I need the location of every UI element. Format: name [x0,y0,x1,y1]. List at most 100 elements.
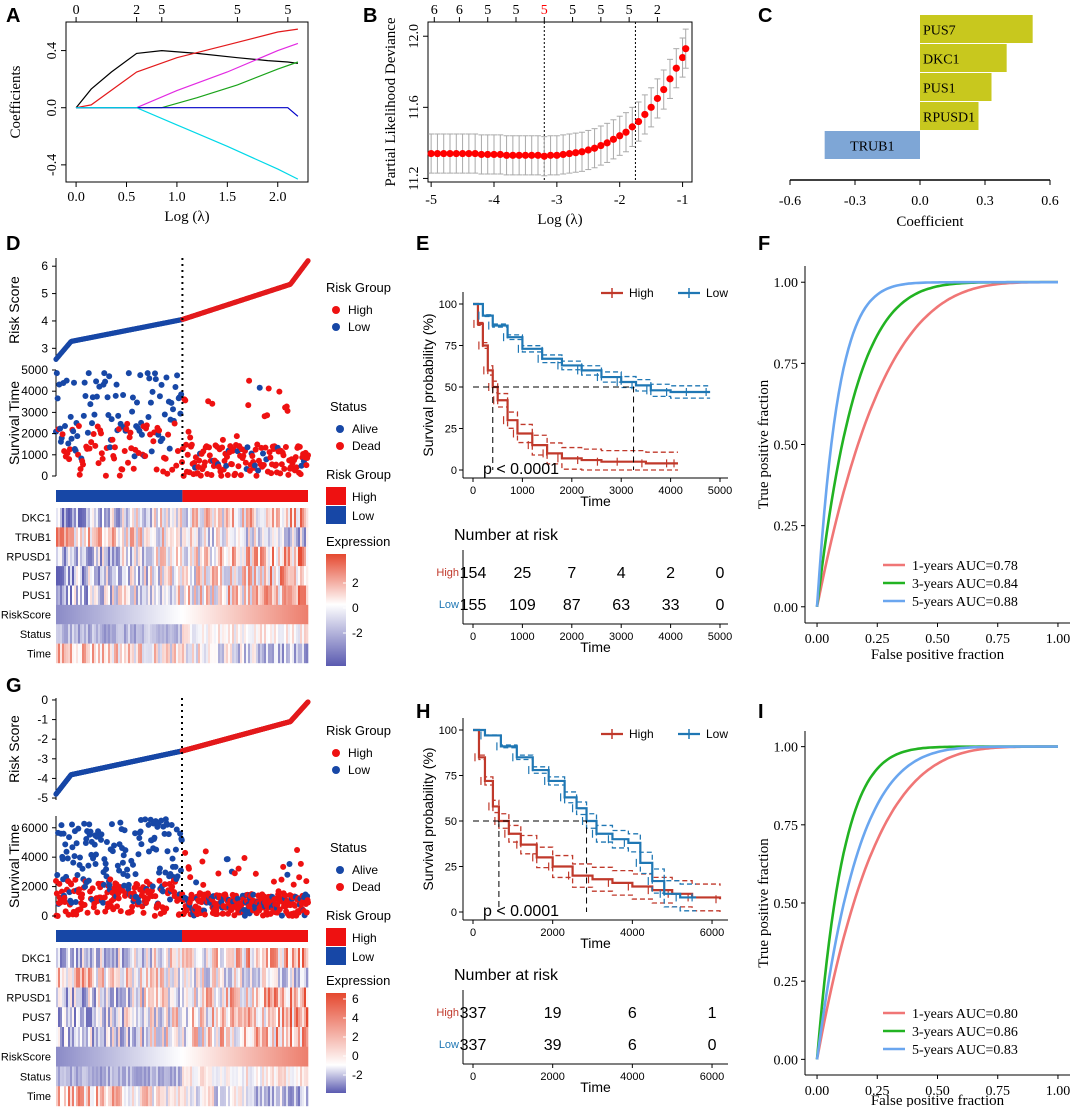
y-axis-label: Partial Likelihood Deviance [383,17,399,186]
heatmap-cell [136,1086,139,1107]
heatmap-cell [134,987,137,1008]
heatmap-cell [276,987,279,1008]
dead-point [86,445,93,452]
heatmap-cell [130,527,133,547]
heatmap-cell [76,643,79,664]
heatmap-cell [82,604,85,625]
heatmap-cell [258,1086,261,1107]
dead-point [292,454,299,461]
heatmap-cell [82,1046,85,1067]
heatmap-cell [164,1066,167,1087]
heatmap-cell [296,967,299,988]
heatmap-cell [302,624,305,644]
heatmap-cell [194,585,197,606]
bar-label: PUS1 [923,82,956,97]
heatmap-cell [174,604,177,625]
heatmap-cell [96,604,99,625]
heatmap-cell [302,1046,305,1067]
alive-point [84,429,91,436]
heatmap-cell [86,1086,89,1107]
heatmap-cell [100,1066,103,1087]
heatmap-cell [134,1046,137,1067]
heatmap-cell [130,585,133,606]
heatmap-cell [306,604,309,625]
heatmap-cell [190,604,193,625]
heatmap-cell [244,604,247,625]
heatmap-cell [170,987,173,1008]
heatmap-cell [148,546,151,567]
heatmap-cell [78,508,81,528]
heatmap-cell [120,624,123,644]
heatmap-cell [302,1086,305,1107]
alive-point [70,428,77,435]
heatmap-cell [158,967,161,988]
heatmap-cell [136,585,139,606]
heatmap-cell [212,585,215,606]
heatmap-cell [258,967,261,988]
heatmap-cell [66,948,69,968]
alive-point [65,440,72,447]
heatmap-cell [174,546,177,567]
heatmap-cell [144,1007,147,1028]
heatmap-cell [302,1027,305,1047]
heatmap-cell [88,643,91,664]
heatmap-cell [304,527,307,547]
heatmap-cell [146,566,149,586]
heatmap-cell [142,508,145,528]
heatmap-cell [254,967,257,988]
alive-point [73,840,80,847]
heatmap-cell [158,508,161,528]
heatmap-cell [260,624,263,644]
heatmap-cell [244,1007,247,1028]
heatmap-cell [306,508,309,528]
alive-point [68,435,75,442]
heatmap-cell [222,1086,225,1107]
heatmap-cell [82,987,85,1008]
heatmap-cell [262,967,265,988]
heatmap-cell [116,967,119,988]
heatmap-cell [210,948,213,968]
heatmap-cell [64,643,67,664]
heatmap-cell [118,546,121,567]
heatmap-cell [300,1066,303,1087]
heatmap-cell [144,967,147,988]
heatmap-cell [242,1007,245,1028]
heatmap-cell [114,987,117,1008]
heatmap-cell [204,1046,207,1067]
heatmap-cell [226,1086,229,1107]
heatmap-cell [80,508,83,528]
heatmap-cell [260,1086,263,1107]
heatmap-cell [196,948,199,968]
heatmap-cell [298,624,301,644]
heatmap-cell [74,1066,77,1087]
heatmap-cell [102,1007,105,1028]
heatmap-cell [270,1027,273,1047]
heatmap-cell [286,604,289,625]
heatmap-cell [222,967,225,988]
heatmap-cell [138,643,141,664]
heatmap-cell [262,546,265,567]
x-tick-label: -5 [425,193,437,208]
heatmap-cell [294,624,297,644]
heatmap-cell [224,1046,227,1067]
heatmap-cell [278,585,281,606]
heatmap-cell [252,643,255,664]
heatmap-cell [68,1007,71,1028]
heatmap-cell [142,643,145,664]
alive-point [54,872,61,879]
legend-label: Low [352,509,374,523]
heatmap-cell [238,585,241,606]
heatmap-cell [98,1007,101,1028]
heatmap-cell [190,585,193,606]
heatmap-cell [190,508,193,528]
heatmap-cell [140,566,143,586]
dead-point [293,464,300,471]
heatmap-cell [222,624,225,644]
heatmap-cell [236,1086,239,1107]
heatmap-cell [72,546,75,567]
km-ci-lower-high [473,303,679,471]
heatmap-cell [294,948,297,968]
heatmap-cell [182,1086,185,1107]
alive-point [120,852,127,859]
heatmap-row-label: RPUSD1 [6,551,51,563]
